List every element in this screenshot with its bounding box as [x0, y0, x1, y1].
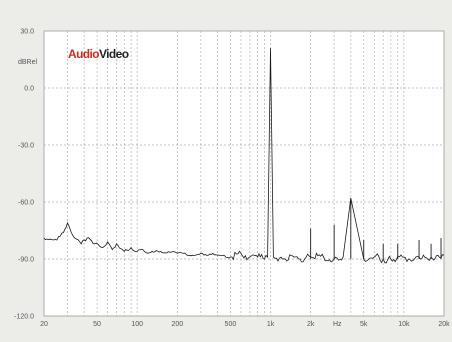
y-tick-label: -90.0	[18, 257, 34, 264]
y-tick-label: -30.0	[18, 143, 34, 150]
y-axis-label: dBRel	[18, 59, 38, 66]
logo-video-text: Video	[99, 47, 129, 61]
x-tick-label: 500	[225, 321, 237, 328]
x-tick-labels: 20 50 100 200 500 1k 2k 5k 10k 20k	[40, 321, 450, 328]
logo-audio-text: Audio	[68, 47, 99, 61]
x-tick-label: 1k	[267, 321, 275, 328]
y-tick-label: 0.0	[24, 86, 34, 93]
x-tick-label: 5k	[360, 321, 368, 328]
y-tick-label: -120.0	[14, 314, 34, 321]
x-tick-label: 10k	[398, 321, 410, 328]
spectrum-line	[43, 48, 445, 264]
x-tick-label: 2k	[307, 321, 315, 328]
x-tick-label: 50	[93, 321, 101, 328]
plot-area	[43, 30, 445, 317]
x-tick-label: 20k	[438, 321, 450, 328]
audiovideo-logo: AudioVideo	[68, 47, 129, 61]
x-tick-label: 100	[131, 321, 143, 328]
series	[43, 48, 445, 264]
x-tick-label: 200	[171, 321, 183, 328]
grid	[43, 30, 445, 317]
y-tick-labels: 30.0 0.0 -30.0 -60.0 -90.0 -120.0	[14, 29, 34, 321]
y-tick-label: -60.0	[18, 200, 34, 207]
x-axis-unit: Hz	[333, 321, 342, 328]
x-tick-label: 20	[40, 321, 48, 328]
y-tick-label: 30.0	[20, 29, 34, 36]
